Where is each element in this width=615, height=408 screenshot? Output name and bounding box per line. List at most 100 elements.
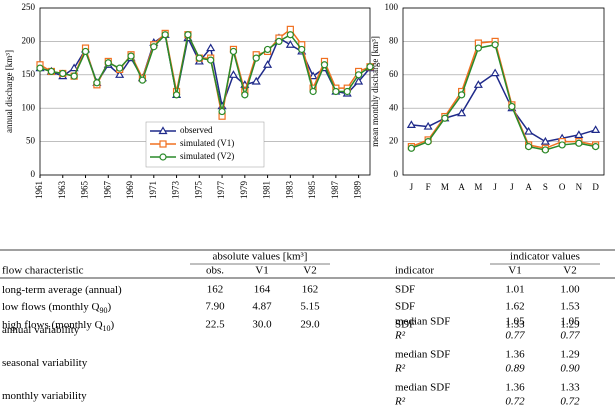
cell: 0.89	[505, 363, 525, 375]
marker	[441, 114, 449, 122]
marker	[575, 139, 583, 147]
marker	[127, 52, 135, 60]
marker	[574, 130, 584, 139]
x-tick-label: 1977	[216, 181, 226, 200]
label-part: )	[107, 301, 111, 313]
cell: 1.29	[560, 319, 580, 331]
plot-frame	[402, 7, 605, 176]
marker	[158, 126, 168, 135]
indicator: SDF	[395, 301, 415, 313]
marker	[592, 143, 600, 151]
group-header: indicator values	[510, 251, 580, 263]
chart: 1961 1963 1965 1967 1969 1971 1973 1975 1977 1979…	[4, 2, 375, 200]
marker	[36, 64, 44, 72]
x-tick-label: A	[525, 182, 532, 192]
marker	[69, 63, 79, 72]
cell: 0.72	[505, 396, 525, 408]
marker	[138, 76, 147, 84]
x-tick-label: 1961	[34, 181, 44, 199]
indicator: median SDF	[395, 316, 450, 328]
cell: 1.00	[560, 284, 580, 296]
label-part: low flows (monthly Q	[2, 301, 100, 313]
cell: 5.15	[300, 301, 320, 313]
series-line	[411, 40, 596, 150]
marker	[286, 31, 294, 39]
marker	[159, 153, 167, 161]
marker	[298, 45, 306, 54]
x-tick-label: 1967	[102, 181, 112, 200]
x-tick-label: J	[493, 182, 497, 192]
group-header: absolute values [km³]	[213, 251, 308, 263]
cell: 1.62	[505, 301, 524, 313]
label-part: long-term average (annual)	[2, 284, 122, 296]
marker	[275, 37, 283, 46]
cell: 30.0	[252, 319, 272, 331]
marker	[407, 144, 415, 152]
series-line	[411, 72, 596, 143]
x-tick-label: 1983	[284, 181, 294, 200]
marker	[491, 41, 499, 49]
y-tick-label: 20	[389, 136, 399, 146]
marker	[308, 71, 318, 80]
marker	[424, 138, 432, 146]
marker	[332, 87, 340, 96]
x-tick-label: 1989	[353, 181, 363, 200]
cell: 164	[254, 284, 271, 296]
marker	[473, 80, 483, 88]
marker	[207, 56, 215, 64]
x-tick-label: 1987	[330, 181, 340, 200]
marker	[161, 31, 169, 39]
x-tick-label: M	[441, 182, 449, 192]
legend-label: observed	[180, 125, 213, 135]
cell: 4.87	[252, 301, 272, 313]
label-part: seasonal variability	[2, 357, 88, 369]
cell: 1.36	[505, 349, 525, 361]
marker	[406, 120, 416, 128]
x-tick-label: 1973	[171, 181, 181, 200]
x-tick-label: O	[559, 182, 566, 192]
marker	[115, 70, 125, 78]
y-tick-label: 100	[22, 102, 36, 112]
marker	[184, 31, 192, 39]
marker	[354, 76, 364, 85]
label-part: monthly variability	[2, 390, 87, 402]
x-tick-label: J	[410, 182, 414, 192]
row-label: long-term average (annual)	[2, 284, 122, 296]
marker	[458, 91, 466, 99]
marker	[540, 136, 550, 145]
y-axis-title: mean monthly discharge [km³]	[370, 36, 380, 147]
indicator: R²	[394, 363, 406, 375]
row-label: low flows (monthly Q90)	[2, 301, 111, 316]
x-tick-label: F	[426, 182, 431, 192]
marker	[172, 91, 181, 99]
marker	[474, 44, 482, 52]
y-tick-label: 250	[22, 2, 36, 12]
cell: 0.77	[560, 330, 580, 342]
row-label: monthly variability	[2, 390, 87, 402]
marker	[104, 59, 112, 67]
y-tick-label: 60	[389, 69, 399, 79]
x-tick-label: 1965	[80, 181, 90, 200]
x-tick-label: D	[592, 182, 599, 192]
marker	[59, 69, 67, 78]
x-tick-label: 1971	[148, 181, 158, 199]
column-header: obs.	[206, 265, 224, 277]
cell: 0.72	[560, 396, 580, 408]
marker	[490, 68, 500, 77]
marker	[93, 79, 101, 87]
cell: 1.05	[560, 316, 580, 328]
x-tick-label: 1985	[307, 181, 317, 200]
cell: 1.53	[560, 301, 580, 313]
marker	[309, 87, 317, 96]
y-tick-label: 100	[385, 2, 399, 12]
column-header: V2	[303, 265, 316, 277]
cell: 1.33	[560, 382, 580, 394]
x-tick-label: 1963	[57, 181, 67, 200]
cell: 7.90	[205, 301, 225, 313]
marker	[423, 121, 433, 130]
legend-label: simulated (V1)	[180, 138, 234, 148]
marker	[508, 102, 516, 111]
y-axis-title: annual discharge [km³]	[4, 50, 14, 133]
column-header: V1	[508, 265, 521, 277]
